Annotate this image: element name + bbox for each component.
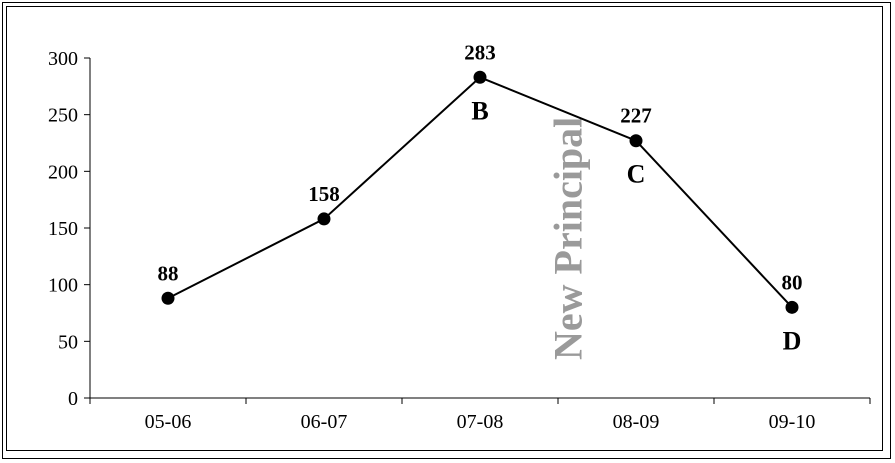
point-letter: C (627, 160, 646, 189)
data-label: 283 (464, 40, 496, 64)
new-principal-annotation: New Principal (545, 117, 590, 360)
y-tick-label: 100 (48, 275, 78, 297)
point-letter: B (471, 96, 488, 125)
data-label: 158 (308, 182, 340, 206)
annotation-layer: New Principal (545, 117, 590, 360)
point-letter: D (783, 326, 802, 355)
data-label: 88 (158, 261, 179, 285)
y-tick-label: 250 (48, 105, 78, 127)
y-tick-label: 0 (68, 388, 78, 410)
x-tick-label: 08-09 (613, 411, 660, 433)
data-point (785, 300, 799, 314)
y-tick-label: 150 (48, 218, 78, 240)
data-point (473, 70, 487, 84)
data-point (317, 212, 331, 226)
data-labels-layer: 88 158 283 227 80 B C D (158, 40, 803, 355)
x-tick-label: 09-10 (769, 411, 816, 433)
data-label: 80 (782, 270, 803, 294)
y-tick-label: 50 (58, 331, 78, 353)
y-axis-ticks: 0 50 100 150 200 250 300 (48, 48, 90, 410)
data-point (161, 291, 175, 305)
x-tick-label: 07-08 (457, 411, 504, 433)
chart-inner-frame (6, 6, 883, 451)
series-layer (161, 70, 799, 314)
y-tick-label: 200 (48, 161, 78, 183)
data-point (629, 134, 643, 148)
y-tick-label: 300 (48, 48, 78, 70)
x-tick-label: 05-06 (145, 411, 192, 433)
data-label: 227 (620, 104, 652, 128)
x-axis-ticks: 05-06 06-07 07-08 08-09 09-10 (89, 398, 871, 433)
x-tick-label: 06-07 (301, 411, 348, 433)
